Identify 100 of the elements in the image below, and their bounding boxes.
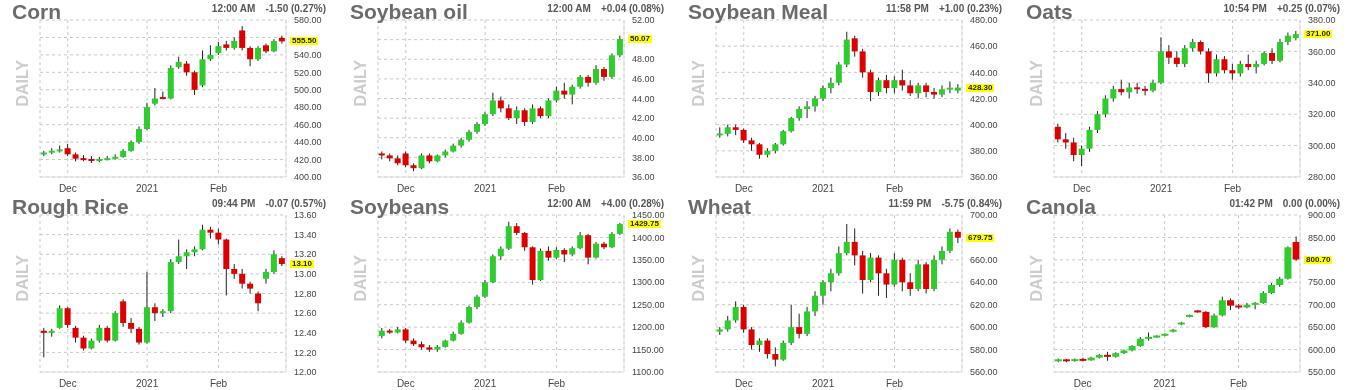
candlestick [585,74,592,88]
text: 371.00 [1304,29,1333,39]
candlestick [938,84,945,98]
chart-title: Soybeans [350,195,450,219]
candlestick [740,304,747,334]
candlestick [835,245,842,277]
chart-title: Soybean oil [350,0,468,24]
text: 12:00 AM [547,198,591,209]
y-tick-label: 13.60 [294,210,317,221]
y-tick-label: 560.00 [970,367,998,378]
candlestick [804,306,811,337]
candlestick [1102,94,1109,118]
chart-title: Corn [12,0,61,24]
text: -1.50 (0.27%) [265,3,326,14]
y-tick-label: 1150.00 [632,344,664,355]
y-tick-label: 320.00 [1308,109,1336,120]
y-tick-label: 400.00 [294,172,322,183]
y-tick-label: 540.00 [294,50,322,61]
text: 0.00 (0.00%) [1282,198,1340,209]
y-tick-label: 38.00 [632,152,655,163]
candlestick [899,257,906,292]
candlestick [1086,126,1093,153]
candlestick [867,252,874,283]
y-tick-label: 380.00 [970,146,998,157]
candlestick [255,291,262,312]
text: +0.04 (0.08%) [600,3,664,14]
y-tick-label: 850.00 [1308,232,1336,243]
candlestick [827,77,834,94]
y-tick-label: 340.00 [1308,78,1336,88]
y-tick-label: 750.00 [1308,277,1336,288]
y-tick-label: 640.00 [970,277,998,288]
y-tick-label: 440.00 [970,67,998,78]
candlestick [1094,110,1101,134]
y-tick-label: 460.00 [294,119,322,130]
text: 428.30 [966,82,995,92]
y-tick-label: 1200.00 [632,322,665,333]
y-tick-label: 620.00 [970,299,998,310]
y-tick-label: 300.00 [1308,140,1336,151]
candlestick [1284,32,1291,46]
y-tick-label: 660.00 [970,255,998,266]
text: 555.50 [290,36,319,46]
candlestick [923,82,930,98]
text: 11:58 PM [886,3,929,14]
y-tick-label: 13.00 [294,269,317,280]
y-tick-label: 12.80 [294,288,317,299]
y-tick-label: 580.00 [294,15,322,26]
candlestick [812,290,819,317]
candlestick [954,83,961,94]
candlestick [239,25,246,52]
candlestick [827,268,834,292]
chart-title: Wheat [688,195,751,219]
candlestick [1276,38,1283,63]
candlestick [907,272,914,297]
candlestick [239,268,246,290]
y-tick-label: 1400.00 [632,232,665,243]
candlestick [764,337,771,360]
candlestick [899,69,906,92]
text: 11:59 PM [888,198,932,209]
candlestick [788,304,795,346]
candlestick [56,304,63,330]
x-tick-label: Dec [734,183,753,195]
y-tick-label: 48.00 [632,54,655,65]
y-tick-label: 480.00 [294,102,322,113]
candlestick [247,45,254,67]
candlestick [867,69,874,102]
candlestick [569,84,576,105]
y-tick-label: 13.20 [294,249,317,260]
candlestick [151,302,158,322]
x-tick-label: 2021 [1153,378,1177,390]
x-tick-label: 2021 [1150,183,1173,195]
candlestick [938,245,945,265]
chart-title: Oats [1026,0,1073,24]
x-tick-label: 2021 [136,183,159,195]
x-tick-label: Dec [1073,378,1092,390]
text: 1429.75 [628,219,661,229]
text: 12:00 AM [211,3,256,14]
y-tick-label: 520.00 [294,67,322,78]
y-tick-label: 700.00 [970,210,998,221]
text: +1.00 (0.23%) [938,3,1002,14]
y-tick-label: 280.00 [1308,172,1336,183]
x-tick-label: Feb [209,183,228,195]
y-tick-label: 900.00 [1308,210,1336,221]
y-tick-label: 13.40 [294,229,317,240]
candlestick [851,35,858,58]
x-tick-label: Feb [209,378,228,390]
y-tick-label: 600.00 [970,322,998,333]
candlestick [931,87,938,99]
y-tick-label: 36.00 [632,172,655,183]
y-tick-label: 52.00 [632,15,655,26]
x-tick-label: 2021 [812,183,835,195]
candlestick [128,317,135,334]
y-tick-label: 460.00 [970,41,998,52]
candlestick [946,80,953,94]
candlestick [505,221,512,251]
candlestick [1292,30,1299,41]
y-tick-label: 12.20 [294,347,317,358]
candlestick [545,98,552,119]
candlestick [1251,301,1259,310]
candlestick [489,92,496,117]
candlestick [1054,123,1061,143]
